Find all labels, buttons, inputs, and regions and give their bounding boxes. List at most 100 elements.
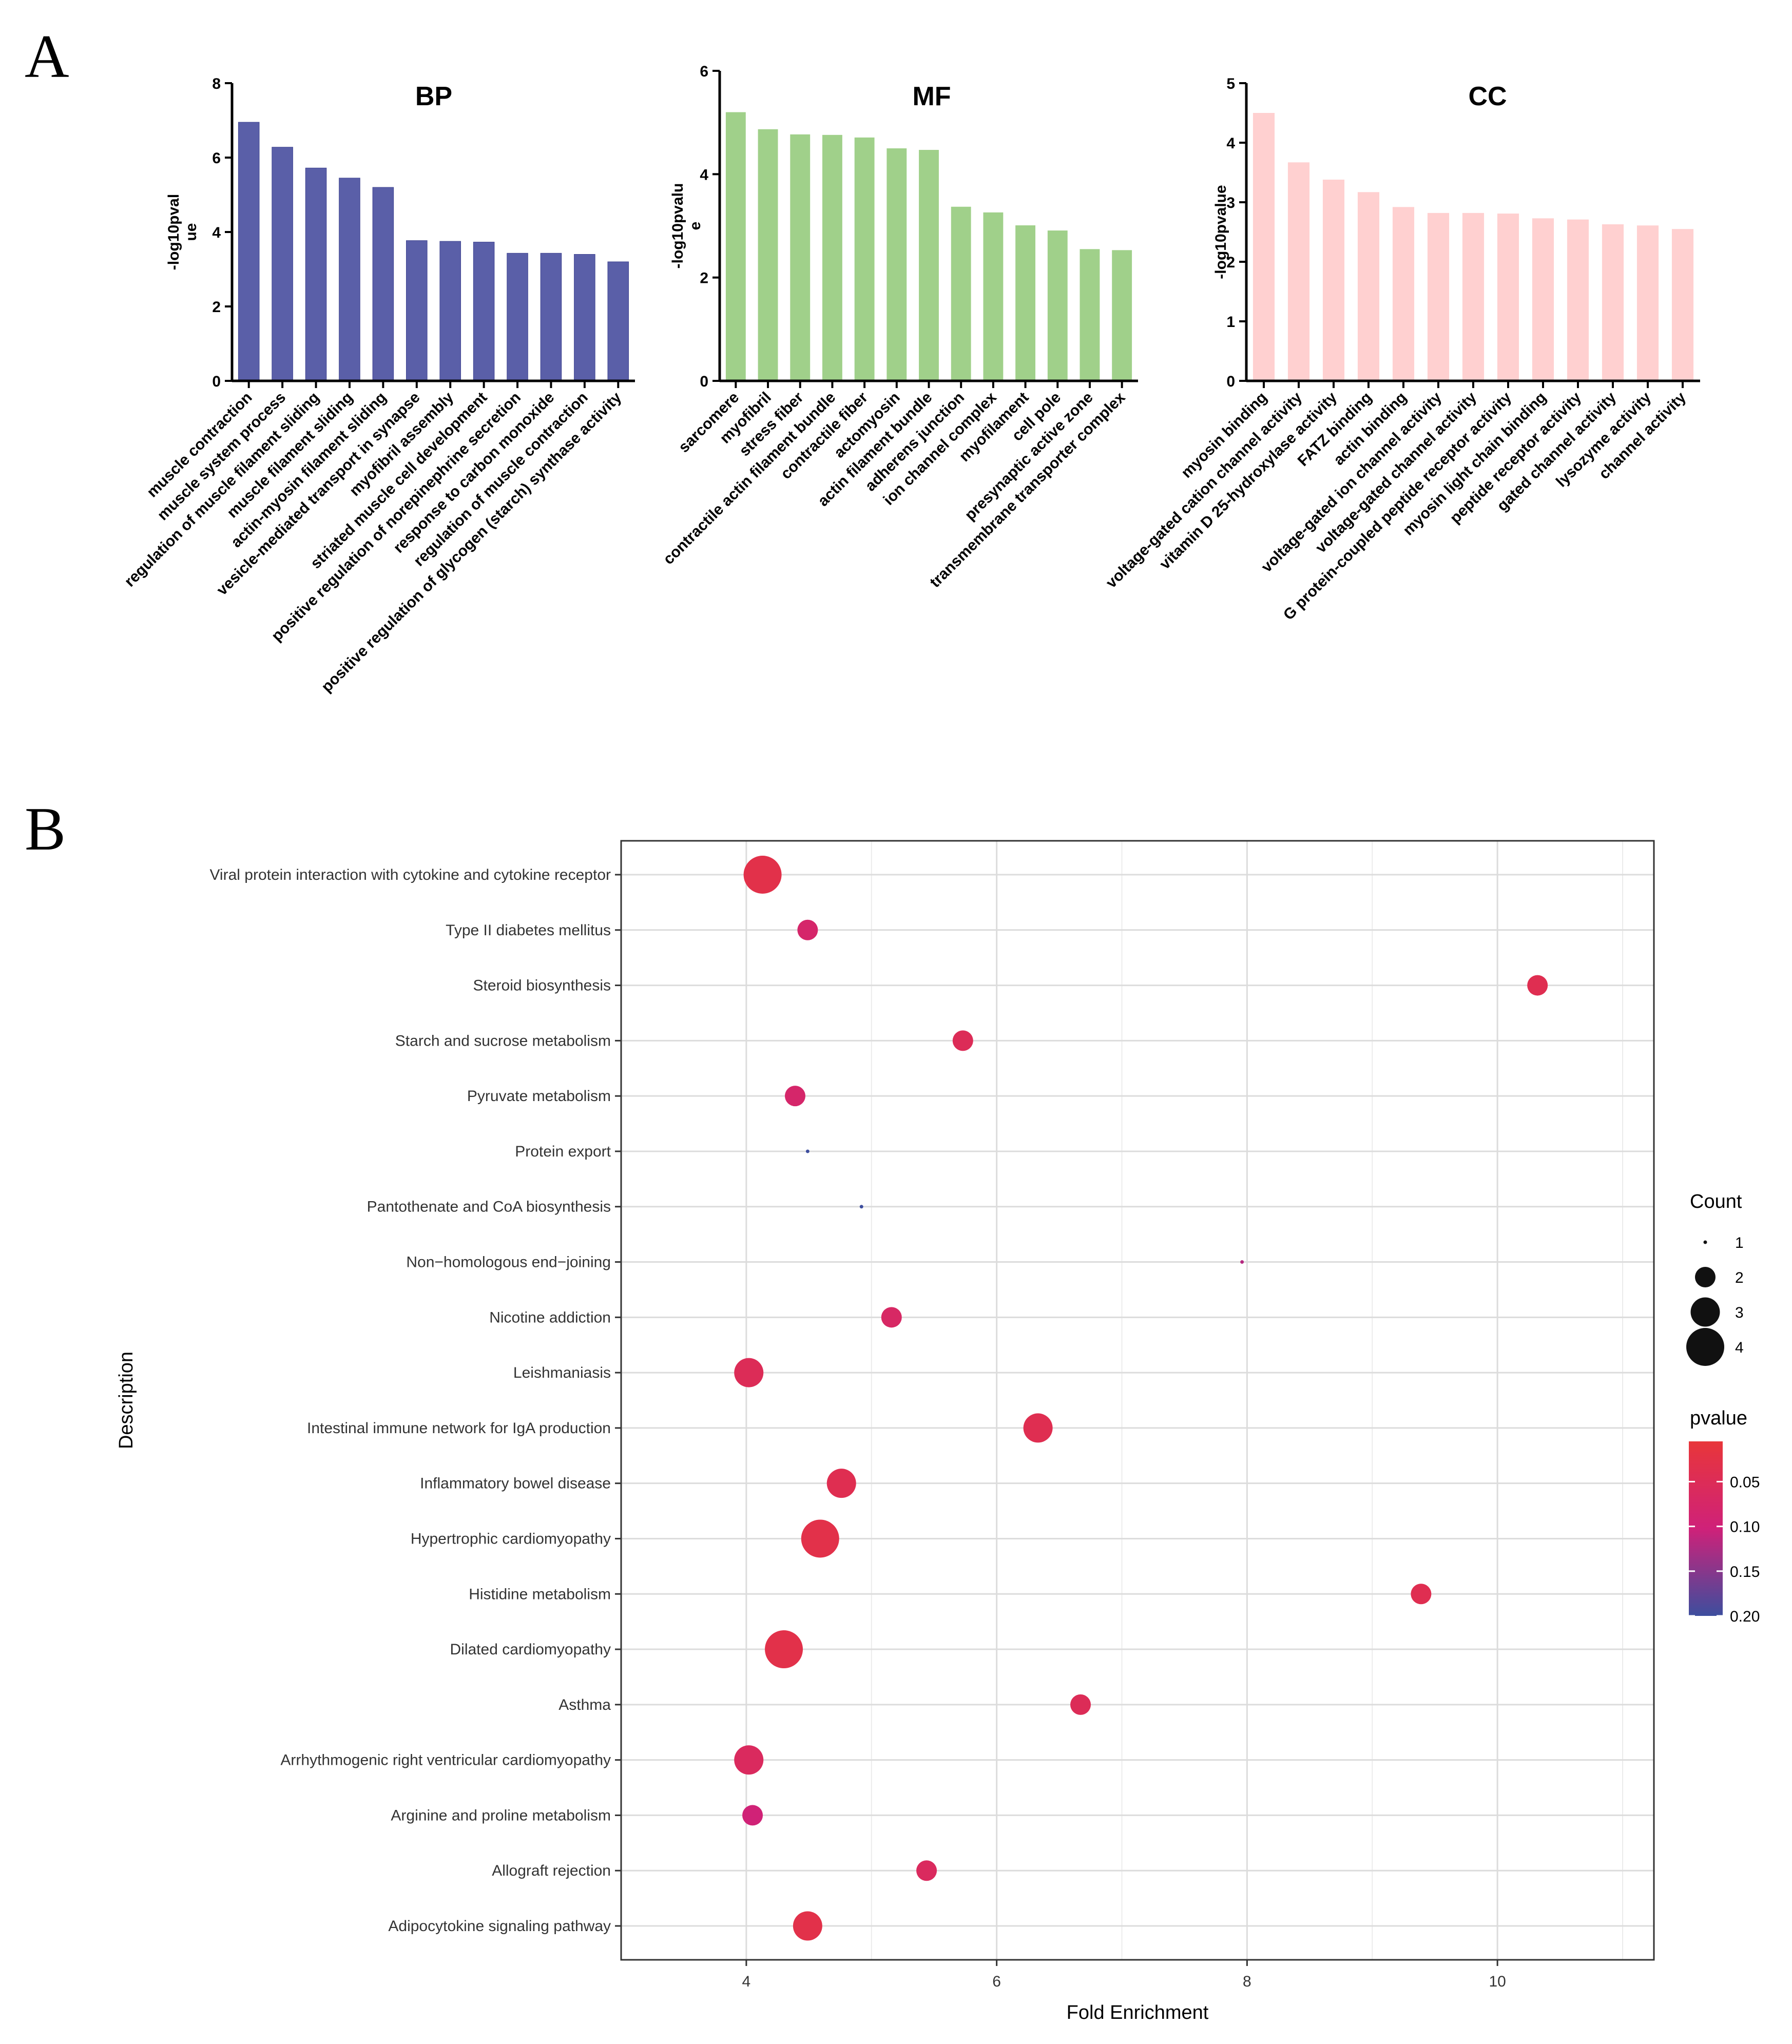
bar (1080, 249, 1100, 381)
data-point (1023, 1413, 1053, 1443)
y-axis-label: -log10pvalue (1212, 185, 1229, 279)
legend-count: Count 1 2 3 4 (1686, 1191, 1744, 1366)
pathway-label: Dilated cardiomyopathy (450, 1641, 611, 1658)
pathway-label: Adipocytokine signaling pathway (388, 1918, 611, 1935)
pathway-label: Inflammatory bowel disease (420, 1475, 611, 1492)
chart-title: MF (912, 82, 951, 111)
y-axis-label: -log10pvalu (669, 183, 686, 269)
pathway-label: Steroid biosynthesis (473, 977, 611, 994)
pathway-label: Arginine and proline metabolism (391, 1807, 611, 1824)
y-tick-label: 2 (700, 270, 708, 287)
data-point (734, 1358, 764, 1387)
legend-size-dot (1695, 1267, 1716, 1287)
colorbar-label: 0.20 (1730, 1608, 1760, 1625)
y-tick-label: 5 (1226, 75, 1235, 92)
x-tick-label: 6 (992, 1973, 1001, 1990)
legend-pvalue-title: pvalue (1690, 1407, 1747, 1429)
bar (1047, 230, 1068, 381)
y-tick-label: 4 (212, 224, 221, 241)
bar (725, 112, 746, 381)
chart-title: CC (1468, 82, 1507, 111)
legend-size-label: 2 (1735, 1269, 1744, 1286)
bar (951, 206, 971, 381)
pathway-label: Non−homologous end−joining (406, 1254, 611, 1271)
data-point (859, 1205, 863, 1209)
bar (854, 137, 875, 381)
y-tick-label: 4 (700, 166, 708, 183)
y-tick-label: 0 (212, 373, 221, 390)
pathway-label: Histidine metabolism (469, 1586, 611, 1603)
bar (507, 253, 528, 381)
data-point (1240, 1260, 1244, 1264)
bar (1015, 225, 1036, 381)
data-point (826, 1469, 856, 1498)
pathway-label: Allograft rejection (492, 1862, 611, 1879)
chart-title: BP (415, 82, 452, 111)
data-point (1070, 1694, 1091, 1715)
legend-pvalue: pvalue 0.05 0.10 0.15 0.20 (1689, 1407, 1760, 1625)
legend-size-label: 1 (1735, 1235, 1744, 1251)
y-tick-label: 4 (1226, 135, 1235, 152)
legend-size-dot (1690, 1297, 1720, 1327)
y-axis-label: -log10pval (165, 194, 182, 270)
plot-border (620, 840, 1655, 1961)
bar (822, 134, 842, 381)
legend-size-label: 3 (1735, 1304, 1744, 1321)
pathway-label: Leishmaniasis (513, 1364, 611, 1381)
y-tick-label: 2 (1226, 254, 1235, 271)
bar (473, 242, 495, 381)
data-point (805, 1149, 810, 1153)
bar (1462, 213, 1485, 381)
plot-panel (621, 841, 1654, 1960)
bar (540, 253, 562, 381)
data-point (1527, 975, 1548, 996)
y-tick-label: 3 (1226, 195, 1235, 211)
panel-a-label: A (25, 22, 69, 90)
bar (887, 148, 907, 381)
x-tick-label: 4 (742, 1973, 751, 1990)
pathway-label: Pyruvate metabolism (467, 1088, 611, 1105)
bar (1532, 218, 1554, 381)
y-tick-label: 0 (1226, 373, 1235, 390)
bar (1427, 213, 1450, 381)
pathway-label: Viral protein interaction with cytokine … (209, 866, 611, 883)
y-axis-title: Description (115, 1352, 137, 1449)
data-point (765, 1630, 803, 1669)
bar (1567, 219, 1589, 381)
pathway-label: Starch and sucrose metabolism (395, 1032, 611, 1049)
bar (1253, 113, 1275, 381)
y-tick-label: 8 (212, 75, 221, 92)
pathway-label: Pantothenate and CoA biosynthesis (367, 1199, 611, 1216)
data-point (1411, 1584, 1432, 1605)
data-point (784, 1086, 805, 1107)
pathway-label: Intestinal immune network for IgA produc… (307, 1420, 611, 1437)
bar (1322, 179, 1345, 381)
data-point (793, 1911, 822, 1941)
bar (607, 261, 629, 381)
dot-plot: Viral protein interaction with cytokine … (115, 840, 1760, 2023)
x-axis-title: Fold Enrichment (1067, 2002, 1209, 2023)
bar (1497, 214, 1519, 381)
data-point (742, 1805, 763, 1826)
bar (1671, 229, 1694, 381)
data-point (743, 856, 782, 894)
y-tick-label: 0 (700, 373, 708, 390)
bar (1357, 192, 1380, 381)
y-axis-label: ue (183, 223, 200, 241)
pathway-label: Hypertrophic cardiomyopathy (411, 1530, 611, 1547)
pathway-label: Asthma (558, 1696, 611, 1713)
pathway-label: Protein export (515, 1143, 611, 1160)
legend-colorbar (1689, 1441, 1723, 1616)
data-point (734, 1745, 764, 1775)
bar (919, 150, 939, 381)
legend-size-dot (1686, 1328, 1724, 1366)
bar (305, 167, 327, 381)
legend-size-label: 4 (1735, 1339, 1744, 1356)
bar (1112, 250, 1132, 381)
x-tick-label: 10 (1489, 1973, 1506, 1990)
bar (574, 254, 595, 381)
